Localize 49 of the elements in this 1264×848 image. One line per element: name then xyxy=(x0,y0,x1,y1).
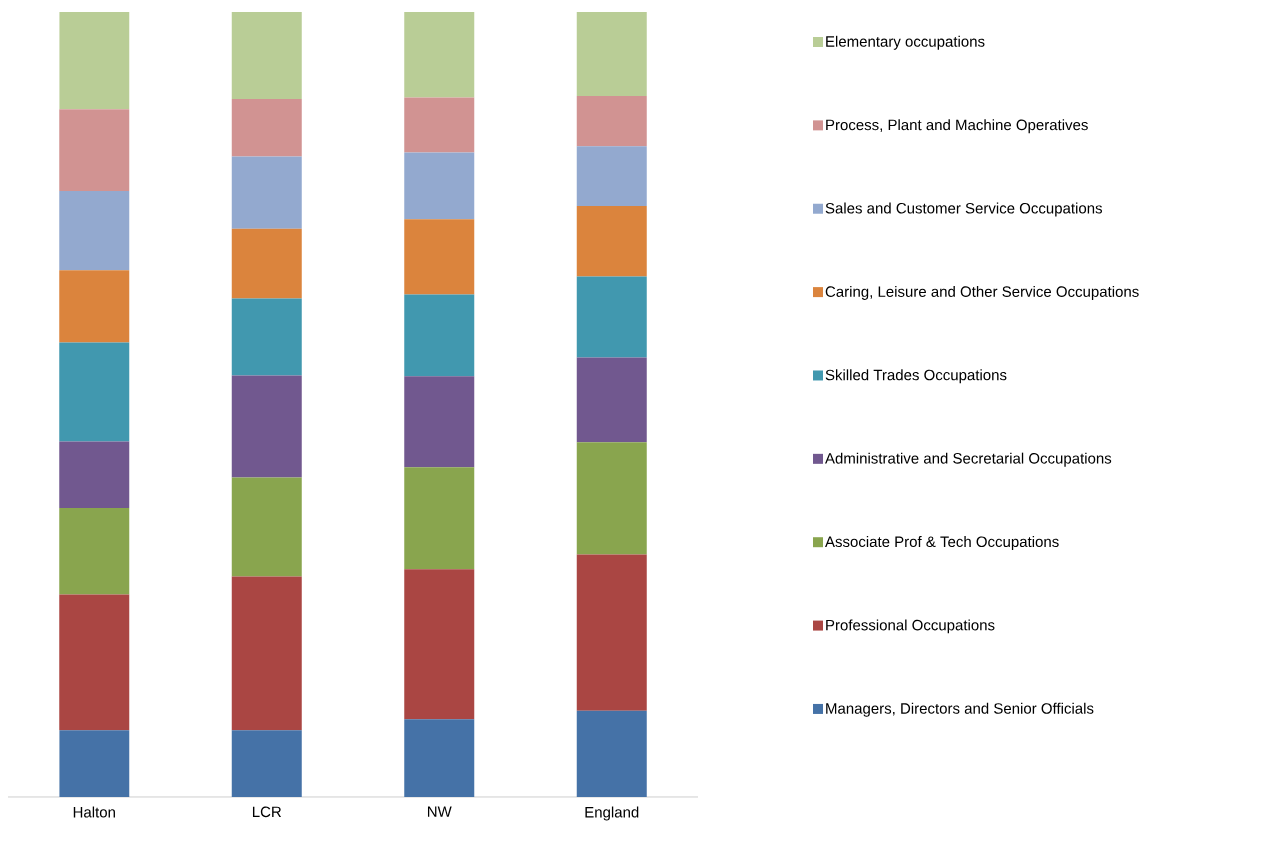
bar xyxy=(404,219,475,295)
bar xyxy=(231,375,302,478)
bar xyxy=(404,11,475,98)
bar xyxy=(231,730,302,797)
legend-label: Administrative and Secretarial Occupations xyxy=(825,452,1112,467)
x-tick-label: Halton xyxy=(73,806,115,818)
bar xyxy=(59,109,130,191)
legend-label: Process, Plant and Machine Operatives xyxy=(826,119,1088,134)
x-tick-label: England xyxy=(585,806,639,821)
bar xyxy=(404,152,475,220)
bar xyxy=(231,477,302,577)
bar xyxy=(404,569,475,720)
bar xyxy=(231,298,302,376)
bar xyxy=(59,270,130,343)
bar xyxy=(576,357,647,443)
legend-label: Skilled Trades Occupations xyxy=(825,369,1007,384)
bar xyxy=(576,710,647,797)
bar xyxy=(231,156,302,229)
bar xyxy=(231,576,302,731)
bar xyxy=(59,730,130,797)
bar xyxy=(59,441,130,509)
legend-label: Elementary occupations xyxy=(826,35,985,50)
legend-label: Caring, Leisure and Other Service Occupations xyxy=(825,285,1139,300)
bar xyxy=(231,228,302,299)
bar xyxy=(59,190,130,271)
x-tick-label: NW xyxy=(427,806,452,817)
bar xyxy=(576,554,647,711)
bar xyxy=(404,97,475,153)
legend-label: Managers, Directors and Senior Officials xyxy=(826,702,1094,717)
bar xyxy=(59,11,130,110)
bar xyxy=(404,376,475,468)
legend-label: Associate Prof & Tech Occupations xyxy=(825,536,1059,550)
bar xyxy=(404,294,475,377)
bar xyxy=(59,594,130,731)
bar xyxy=(576,205,647,277)
bar xyxy=(576,442,647,555)
bar xyxy=(231,99,302,157)
bar xyxy=(576,146,647,206)
bar xyxy=(576,95,647,147)
bar xyxy=(404,719,475,797)
bar xyxy=(404,467,475,570)
bar xyxy=(59,342,130,442)
bar xyxy=(576,11,647,96)
bar xyxy=(231,11,302,100)
x-tick-label: LCR xyxy=(252,806,282,818)
bar xyxy=(576,276,647,358)
legend-label: Professional Occupations xyxy=(826,619,995,634)
bar xyxy=(59,508,130,595)
legend-label: Sales and Customer Service Occupations xyxy=(825,202,1103,217)
